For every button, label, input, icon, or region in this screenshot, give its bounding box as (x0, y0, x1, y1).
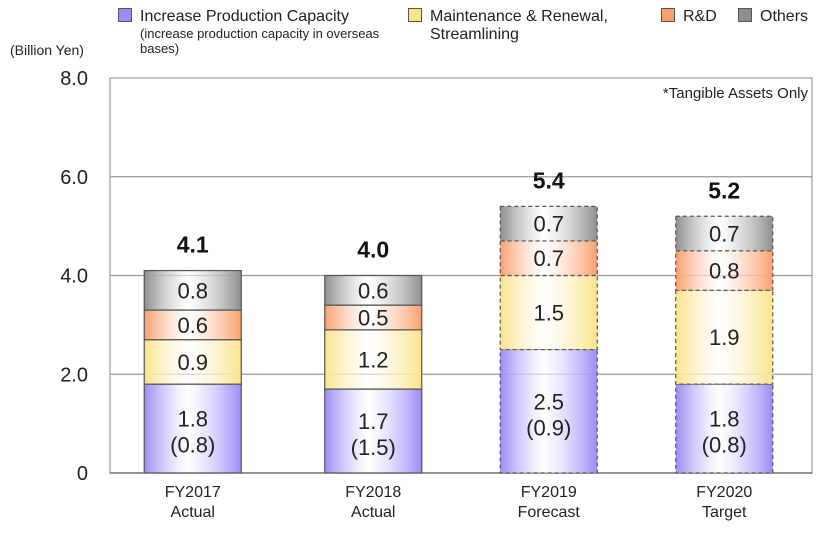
bar-value-label: 0.7 (533, 246, 564, 271)
bar-value-label: 1.2 (358, 347, 389, 372)
bar-value-label: 1.9 (709, 325, 740, 350)
bar-value-label: 0.8 (177, 278, 208, 303)
bar-value-label: 2.5 (533, 389, 564, 414)
bar-segment (675, 250, 774, 291)
bar-segment (143, 309, 242, 341)
y-tick-label: 2.0 (60, 364, 88, 386)
legend-swatch-production (118, 8, 132, 22)
x-tick-label: Actual (351, 504, 395, 521)
bar-segment (499, 205, 598, 242)
bar-value-label: 1.8 (177, 407, 208, 432)
legend-item-others: Others (738, 8, 808, 26)
legend-swatch-maintenance (408, 8, 422, 22)
bar-segment (499, 274, 598, 351)
tangible-assets-note: *Tangible Assets Only (663, 85, 809, 102)
y-tick-label: 4.0 (60, 266, 88, 288)
y-tick-label: 6.0 (60, 167, 88, 189)
bar-value-label: 0.5 (358, 305, 389, 330)
legend-sublabel-production: (increase production capacity in oversea… (140, 26, 380, 56)
bar-total-label: 5.4 (533, 167, 565, 193)
bar-subvalue-label: (0.9) (526, 415, 571, 440)
legend-swatch-others (738, 8, 752, 22)
legend-label-maintenance: Maintenance & Renewal, Streamlining (430, 8, 608, 43)
bar-segment (324, 388, 423, 474)
y-axis-unit-label: (Billion Yen) (10, 42, 84, 58)
bar-segment (143, 269, 242, 311)
bar-segment (675, 383, 774, 474)
bar-value-label: 0.8 (709, 259, 740, 284)
y-tick-label: 0 (77, 463, 88, 485)
bar-segment (499, 240, 598, 277)
legend-label-production: Increase Production Capacity (140, 8, 349, 25)
x-tick-label: FY2017 (165, 484, 221, 501)
bar-value-label: 1.5 (533, 301, 564, 326)
bar-value-label: 0.7 (709, 222, 740, 247)
bar-value-label: 0.9 (177, 350, 208, 375)
bar-segment (324, 274, 423, 306)
bar-segment (499, 348, 598, 474)
legend-label-others: Others (760, 8, 809, 25)
bar-segment (675, 289, 774, 385)
legend-swatch-rd (661, 8, 675, 22)
x-tick-label: Forecast (518, 504, 581, 521)
bar-value-label: 1.7 (358, 409, 389, 434)
legend-item-production: Increase Production Capacity (118, 8, 349, 26)
y-tick-label: 8.0 (60, 68, 88, 90)
bar-value-label: 0.7 (533, 212, 564, 237)
bar-value-label: 0.6 (177, 313, 208, 338)
bar-segment (324, 304, 423, 331)
x-tick-label: Target (702, 504, 747, 521)
bar-total-label: 4.0 (357, 237, 389, 263)
legend-label-rd: R&D (683, 8, 717, 25)
bar-subvalue-label: (0.8) (702, 433, 747, 458)
x-tick-label: FY2018 (345, 484, 401, 501)
x-tick-label: FY2020 (696, 484, 752, 501)
x-tick-label: FY2019 (521, 484, 577, 501)
bar-subvalue-label: (1.5) (351, 435, 396, 460)
bar-subvalue-label: (0.8) (170, 433, 215, 458)
bar-value-label: 1.8 (709, 407, 740, 432)
bar-value-label: 0.6 (358, 278, 389, 303)
bar-segment (143, 383, 242, 474)
legend-item-maintenance: Maintenance & Renewal, Streamlining (408, 8, 645, 44)
bar-total-label: 4.1 (177, 232, 209, 258)
bar-segment (675, 215, 774, 252)
x-tick-label: Actual (171, 504, 215, 521)
bar-total-label: 5.2 (708, 177, 740, 203)
legend-item-rd: R&D (661, 8, 717, 26)
